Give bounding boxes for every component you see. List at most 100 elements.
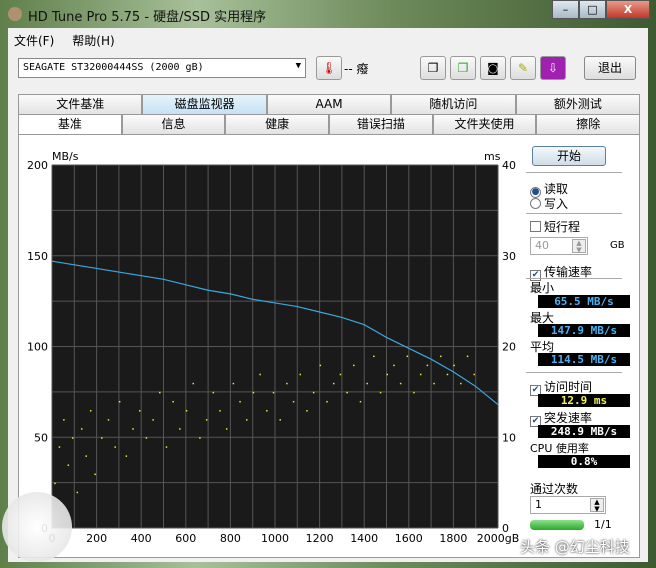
thermometer-icon[interactable]: 🌡 [316,56,342,80]
tab-file-benchmark[interactable]: 文件基准 [18,94,143,114]
watermark-text: 头条 @幻尘科技 [520,538,630,556]
short-stroke-checkbox[interactable]: 短行程 [530,218,580,235]
checkbox-checked-icon: ✔ [530,385,541,396]
access-time-point [152,419,154,421]
access-time-point [266,410,268,412]
access-time-point [63,419,65,421]
access-time-point [440,355,442,358]
access-time-point [67,464,70,466]
save-icon[interactable]: ⇩ [540,56,566,80]
access-time-point [232,382,235,385]
benchmark-chart: MB/s ms 0 200 400 600 800 1000 1200 1400 1600 180… [27,150,519,545]
tab-random-access[interactable]: 随机访问 [391,94,516,114]
short-stroke-input[interactable]: 40 ▲ ▼ [530,237,588,255]
access-time-point [359,400,362,403]
access-time-point [413,391,415,394]
access-time-point [172,400,174,403]
passes-input[interactable]: 1 ▲ ▼ [530,496,606,514]
short-stroke-value: 40 [535,239,549,252]
y-right-tick-label: 0 [502,522,509,535]
write-radio[interactable]: 写入 [530,195,568,212]
access-time-label: 访问时间 [544,380,593,394]
access-time-point [299,373,302,376]
avg-label: 平均 [530,340,555,354]
transfer-rate-label: 传输速率 [544,265,593,279]
y-left-tick-label: 200 [27,159,48,172]
transfer-rate-line [51,260,499,406]
y-axis-left-label: MB/s [52,150,79,163]
access-time-point [252,391,255,394]
access-time-point [107,419,110,421]
spinner-icon[interactable]: ▲ ▼ [572,239,586,254]
burst-rate-checkbox[interactable]: ✔ 突发速率 [530,409,592,427]
tab-aam[interactable]: AAM [266,94,392,114]
options-icon[interactable]: ✎ [510,56,536,80]
screenshot-icon[interactable]: ◙ [480,56,506,80]
transfer-rate-checkbox[interactable]: ✔ 传输速率 [530,263,592,281]
copy-icon[interactable]: ❐ [420,56,446,80]
access-time-point [426,364,429,367]
x-tick-label: 1000 [261,532,289,545]
max-value: 147.9 MB/s [538,324,630,337]
tab-erase[interactable]: 擦除 [536,114,641,134]
tab-benchmark[interactable]: 基准 [18,114,122,134]
radio-icon [530,198,541,209]
access-time-point [433,382,435,385]
copy-all-icon[interactable]: ❐ [450,56,476,80]
exit-button[interactable]: 退出 [584,56,636,80]
access-time-point [353,364,355,367]
read-radio[interactable]: ● 读取 [530,180,568,198]
access-time-point [159,391,161,394]
y-left-tick-label: 150 [27,250,48,263]
access-time-point [85,455,87,457]
start-button[interactable]: 开始 [532,146,606,166]
access-time-point [406,355,409,358]
minimize-button[interactable]: – [552,0,579,19]
checkbox-checked-icon: ✔ [530,270,541,281]
access-time-point [319,364,322,367]
chevron-down-icon: ▼ [295,61,301,71]
access-time-point [259,373,261,376]
watermark-logo [2,492,72,562]
tab-disk-monitor[interactable]: 磁盘监视器 [142,94,267,114]
access-time-point [446,373,449,376]
access-time-point [212,391,215,394]
y-right-tick-label: 20 [502,341,516,354]
access-time-point [373,355,375,358]
app-icon [8,7,22,21]
access-time-point [286,382,288,385]
access-time-point [326,400,328,403]
burst-rate-value: 248.9 MB/s [538,425,630,438]
window-title: HD Tune Pro 5.75 - 硬盘/SSD 实用程序 [28,10,267,25]
access-time-point [473,373,475,376]
tab-info[interactable]: 信息 [121,114,226,134]
access-time-point [219,410,221,412]
maximize-button[interactable]: □ [579,0,606,19]
tab-health[interactable]: 健康 [225,114,330,134]
access-time-point [145,437,148,439]
menu-file[interactable]: 文件(F) [14,34,55,48]
tab-folder-usage[interactable]: 文件夹使用 [432,114,537,134]
drive-select[interactable]: SEAGATE ST32000444SS (2000 gB) ▼ [18,58,306,78]
access-time-checkbox[interactable]: ✔ 访问时间 [530,378,592,396]
access-time-point [185,410,188,412]
passes-value: 1 [535,498,542,511]
access-time-point [165,446,168,448]
access-time-point [272,391,275,394]
access-time-point [101,437,103,439]
access-time-point [453,364,455,367]
tab-error-scan[interactable]: 错误扫描 [329,114,433,134]
y-right-tick-label: 40 [502,159,516,172]
x-tick-label: 800 [220,532,241,545]
access-time-point [239,400,241,403]
close-button[interactable]: X [606,0,650,19]
access-time-point [393,364,395,367]
spinner-icon[interactable]: ▲ ▼ [590,498,604,513]
read-label: 读取 [544,182,569,196]
access-time-point [179,428,181,430]
menu-help[interactable]: 帮助(H) [72,34,115,48]
access-time-point [76,491,79,494]
access-time-point [279,419,281,421]
tab-row-top: 文件基准 磁盘监视器 AAM 随机访问 额外测试 [18,94,641,114]
tab-extra-tests[interactable]: 额外测试 [515,94,641,114]
